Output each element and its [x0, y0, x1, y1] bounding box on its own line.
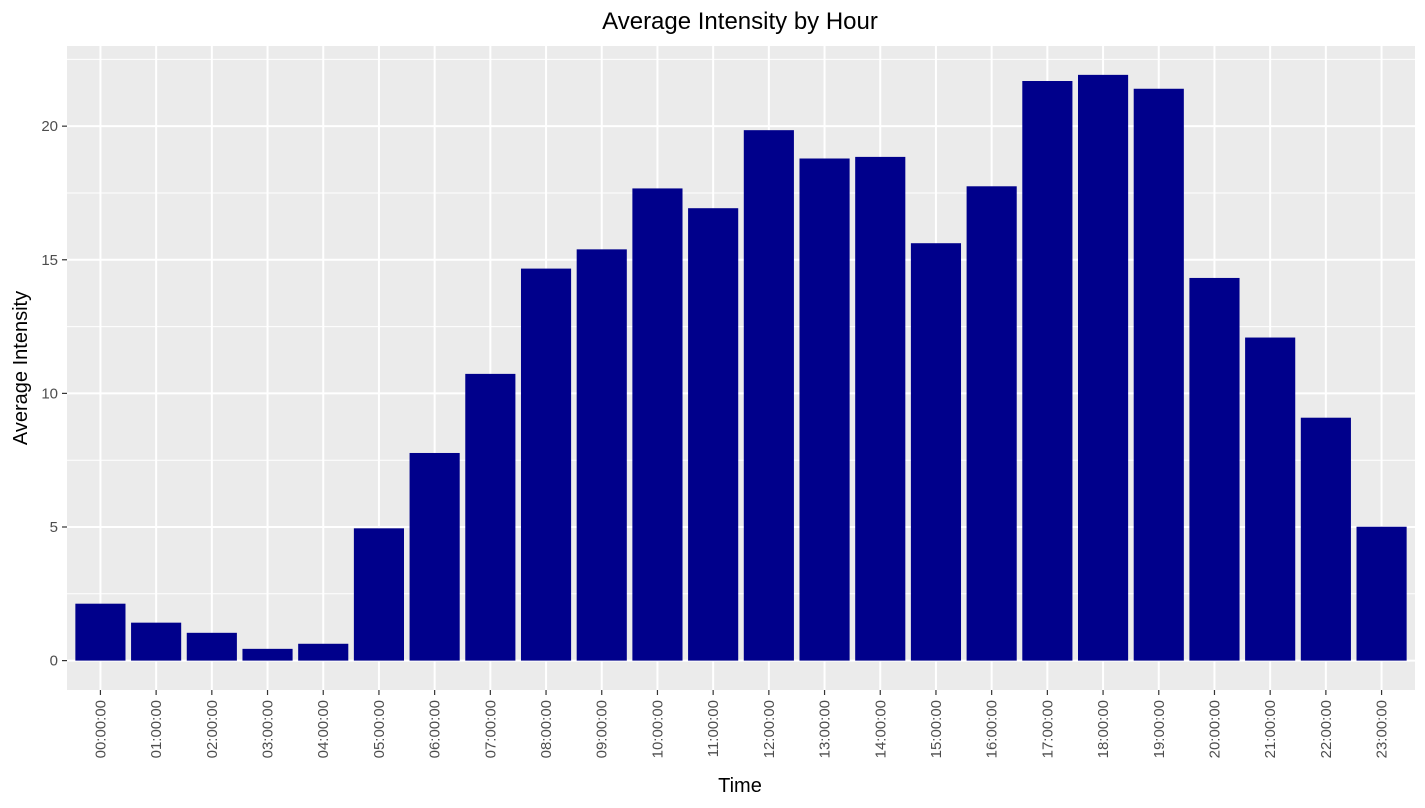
x-tick-label: 16:00:00	[984, 700, 1001, 758]
x-tick-label: 10:00:00	[649, 700, 666, 758]
x-tick-label: 21:00:00	[1262, 700, 1279, 758]
x-tick-label: 13:00:00	[817, 700, 834, 758]
bar	[1300, 417, 1351, 661]
x-tick-label: 05:00:00	[371, 700, 388, 758]
bar	[465, 373, 516, 661]
x-tick-label: 01:00:00	[148, 700, 165, 758]
x-tick-label: 02:00:00	[204, 700, 221, 758]
x-tick-label: 14:00:00	[872, 700, 889, 758]
x-tick-label: 08:00:00	[538, 700, 555, 758]
x-tick-label: 04:00:00	[315, 700, 332, 758]
bar	[1189, 277, 1240, 661]
bar	[1356, 526, 1407, 661]
bar	[632, 188, 683, 661]
y-tick-label: 0	[50, 653, 58, 670]
y-tick-label: 15	[41, 252, 58, 269]
bar	[966, 186, 1017, 661]
x-tick-label: 19:00:00	[1151, 700, 1168, 758]
bar	[855, 156, 906, 661]
y-axis: 0 5 10 15 20	[41, 118, 67, 670]
y-axis-title: Average Intensity	[10, 291, 32, 445]
bar	[576, 249, 627, 661]
x-tick-label: 17:00:00	[1039, 700, 1056, 758]
x-axis: 00:00:00 01:00:00 02:00:00 03:00:00 04:00:00…	[92, 690, 1391, 758]
bar	[910, 243, 962, 661]
x-tick-label: 00:00:00	[92, 700, 109, 758]
x-tick-label: 18:00:00	[1095, 700, 1112, 758]
bar	[799, 158, 850, 661]
x-tick-label: 15:00:00	[928, 700, 945, 758]
chart-title: Average Intensity by Hour	[602, 8, 878, 35]
bar	[1245, 337, 1296, 661]
x-tick-label: 11:00:00	[705, 700, 722, 757]
y-tick-label: 20	[41, 118, 58, 135]
bars	[75, 74, 1407, 661]
bar	[186, 632, 237, 661]
x-tick-label: 09:00:00	[594, 700, 611, 758]
bar	[743, 130, 794, 661]
x-tick-label: 03:00:00	[260, 700, 277, 758]
bar	[688, 208, 739, 661]
bar	[1078, 74, 1129, 661]
bar	[75, 603, 126, 661]
bar	[409, 452, 460, 661]
y-tick-label: 5	[50, 519, 58, 536]
bar	[242, 648, 293, 661]
bar	[1133, 88, 1184, 661]
x-tick-label: 23:00:00	[1374, 700, 1391, 758]
bar	[520, 268, 572, 661]
bar	[131, 622, 182, 661]
bar	[353, 528, 404, 661]
bar	[298, 643, 349, 661]
x-tick-label: 22:00:00	[1318, 700, 1335, 758]
x-tick-label: 20:00:00	[1206, 700, 1223, 758]
x-tick-label: 06:00:00	[427, 700, 444, 758]
x-tick-label: 07:00:00	[482, 700, 499, 758]
bar	[1022, 81, 1073, 661]
y-tick-label: 10	[41, 385, 58, 402]
x-axis-title: Time	[718, 775, 762, 797]
x-tick-label: 12:00:00	[761, 700, 778, 758]
